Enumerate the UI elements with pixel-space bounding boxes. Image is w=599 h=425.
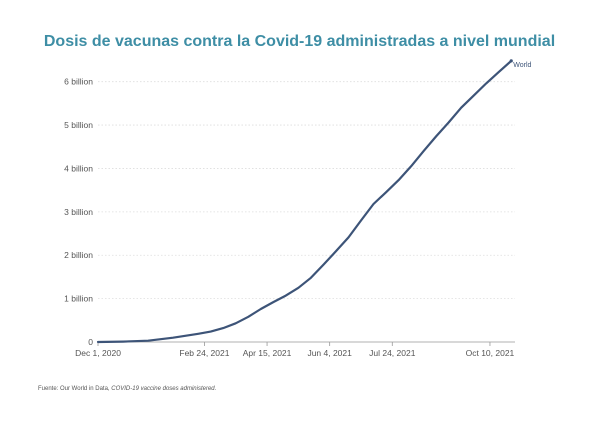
y-tick-label: 5 billion — [64, 120, 93, 130]
source-note: Fuente: Our World in Data, COVID-19 vacc… — [38, 386, 216, 392]
y-tick-label: 4 billion — [64, 163, 93, 173]
series-lines — [96, 59, 513, 344]
y-axis-labels: 0 1 billion 2 billion 3 billion 4 billion 5 b… — [64, 77, 93, 347]
source-dataset: COVID-19 vaccine doses administered. — [111, 386, 217, 392]
y-tick-label: 3 billion — [64, 207, 93, 217]
chart-title: Dosis de vacunas contra la Covid-19 admi… — [43, 33, 556, 50]
y-tick-label: 2 billion — [64, 250, 93, 260]
x-tick-label: Oct 10, 2021 — [466, 348, 515, 358]
x-tick-label: Apr 15, 2021 — [243, 348, 292, 358]
x-axis: Dec 1, 2020 Feb 24, 2021 Apr 15, 2021 Jun 4… — [75, 341, 515, 358]
y-tick-label: 1 billion — [64, 294, 93, 304]
y-tick-label: 0 — [88, 337, 93, 347]
series-line-world — [96, 59, 513, 344]
x-tick-label: Jul 24, 2021 — [369, 348, 416, 358]
series-labels: World — [513, 62, 531, 69]
source-prefix: Fuente: Our World in Data, — [38, 386, 112, 392]
x-tick-label: Feb 24, 2021 — [179, 348, 229, 358]
x-tick-label: Jun 4, 2021 — [307, 348, 352, 358]
gridlines — [98, 81, 515, 300]
series-label: World — [513, 62, 531, 69]
series-end-point — [509, 59, 513, 63]
y-tick-label: 6 billion — [64, 77, 93, 87]
x-tick-label: Dec 1, 2020 — [75, 348, 121, 358]
